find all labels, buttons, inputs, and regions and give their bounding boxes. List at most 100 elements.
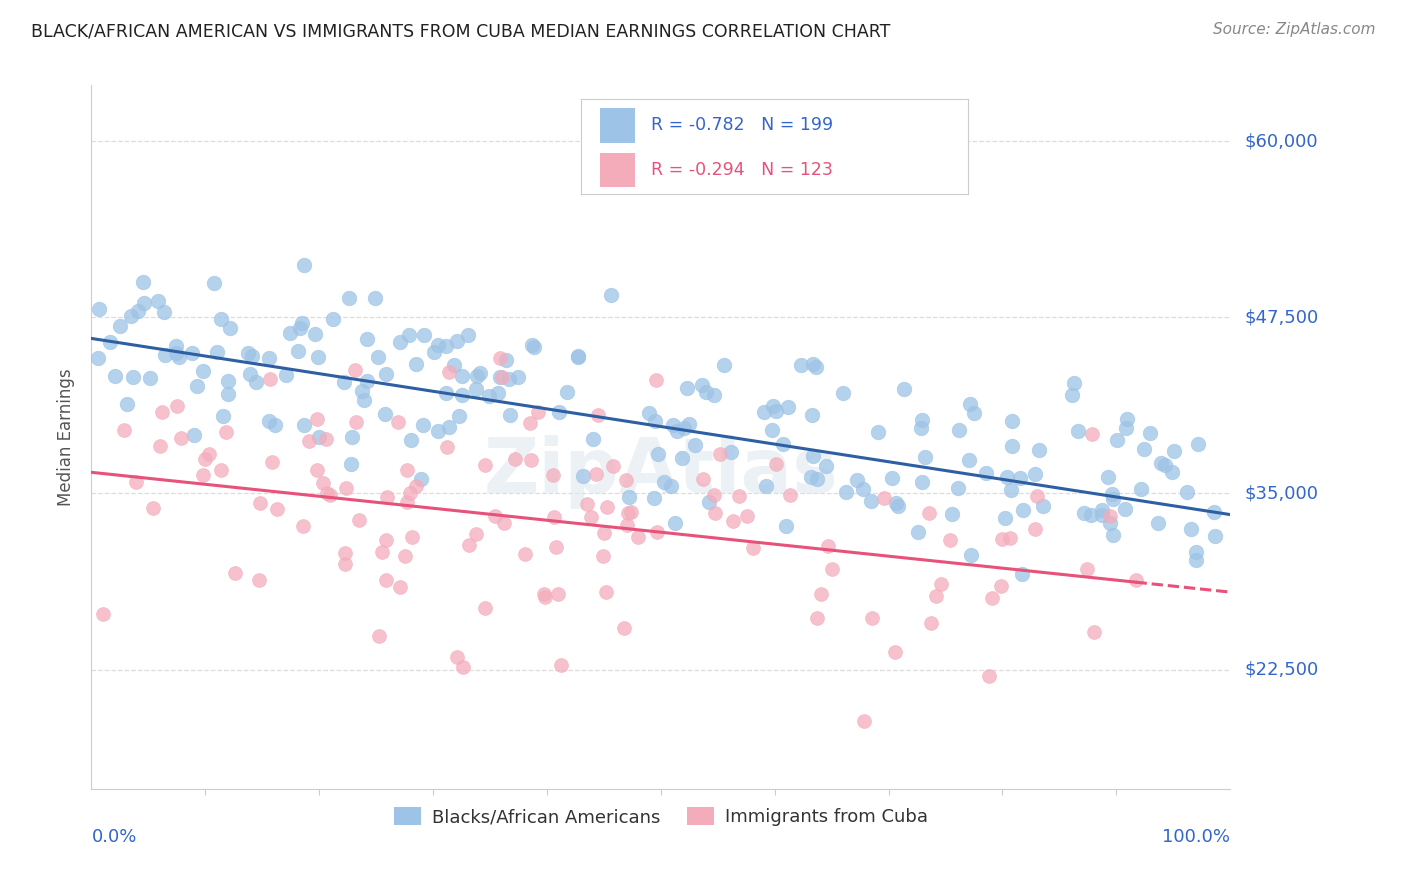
Point — [960, 548, 983, 562]
Point — [567, 349, 589, 363]
Point — [492, 516, 515, 530]
Point — [375, 367, 398, 381]
Point — [690, 377, 713, 392]
Point — [193, 468, 215, 483]
Point — [364, 291, 387, 305]
Point — [122, 370, 145, 384]
Point — [165, 346, 187, 360]
Point — [423, 344, 446, 359]
Point — [645, 524, 668, 539]
Point — [886, 496, 908, 510]
Point — [804, 360, 827, 375]
Point — [240, 349, 263, 363]
Point — [920, 615, 942, 630]
Point — [1063, 376, 1085, 390]
Point — [910, 475, 932, 489]
Point — [142, 501, 165, 516]
Point — [274, 368, 297, 382]
Point — [652, 475, 675, 489]
Point — [1102, 527, 1125, 541]
Point — [666, 424, 689, 438]
Point — [735, 508, 758, 523]
Point — [1028, 443, 1050, 458]
Point — [1011, 567, 1033, 582]
Point — [981, 591, 1004, 606]
Point — [547, 404, 569, 418]
Point — [443, 358, 465, 372]
Point — [643, 491, 665, 505]
Point — [290, 321, 312, 335]
Point — [592, 549, 614, 564]
Point — [1154, 458, 1177, 472]
Point — [720, 444, 742, 458]
Point — [191, 364, 214, 378]
Point — [236, 346, 259, 360]
Point — [148, 439, 170, 453]
Point — [486, 386, 509, 401]
Point — [347, 513, 370, 527]
Point — [957, 453, 980, 467]
Point — [132, 275, 155, 289]
Point — [1067, 424, 1090, 438]
Point — [873, 491, 896, 505]
Point — [292, 418, 315, 433]
Point — [703, 388, 725, 402]
Point — [644, 415, 666, 429]
Point — [239, 367, 262, 381]
Point — [375, 533, 398, 547]
Point — [868, 425, 890, 440]
Point — [340, 457, 363, 471]
Point — [343, 363, 366, 377]
Text: $35,000: $35,000 — [1244, 484, 1319, 502]
Point — [572, 469, 595, 483]
Point — [616, 506, 638, 520]
Point — [616, 517, 638, 532]
Point — [491, 369, 513, 384]
Point — [1133, 442, 1156, 457]
Point — [308, 430, 330, 444]
Point — [503, 452, 526, 467]
Point — [534, 590, 557, 604]
Point — [806, 610, 828, 624]
Point — [394, 549, 416, 563]
Point — [1115, 421, 1137, 435]
Point — [765, 457, 787, 471]
Point — [1091, 508, 1114, 522]
Point — [644, 373, 666, 387]
Point — [543, 467, 565, 482]
Point — [1080, 508, 1102, 522]
Point — [166, 399, 188, 413]
Point — [399, 485, 422, 500]
Point — [413, 328, 436, 343]
Point — [859, 493, 882, 508]
Point — [544, 540, 567, 554]
Point — [1073, 506, 1095, 520]
Point — [311, 476, 333, 491]
Point — [375, 490, 398, 504]
Point — [647, 447, 669, 461]
Point — [322, 311, 344, 326]
Point — [155, 349, 177, 363]
Point — [772, 436, 794, 450]
Point — [292, 259, 315, 273]
Point — [291, 316, 314, 330]
Point — [86, 351, 108, 365]
Text: $60,000: $60,000 — [1244, 132, 1317, 150]
Point — [257, 414, 280, 428]
Point — [398, 328, 420, 343]
Point — [1083, 625, 1105, 640]
Point — [1010, 471, 1032, 485]
Point — [585, 467, 607, 482]
Point — [401, 530, 423, 544]
Point — [450, 368, 472, 383]
Point — [821, 562, 844, 576]
Point — [815, 458, 838, 473]
Point — [778, 400, 800, 414]
Point — [806, 472, 828, 486]
Point — [672, 421, 695, 435]
Point — [678, 417, 700, 432]
Point — [212, 409, 235, 424]
Point — [853, 714, 876, 728]
Point — [832, 386, 855, 401]
Point — [488, 351, 510, 366]
